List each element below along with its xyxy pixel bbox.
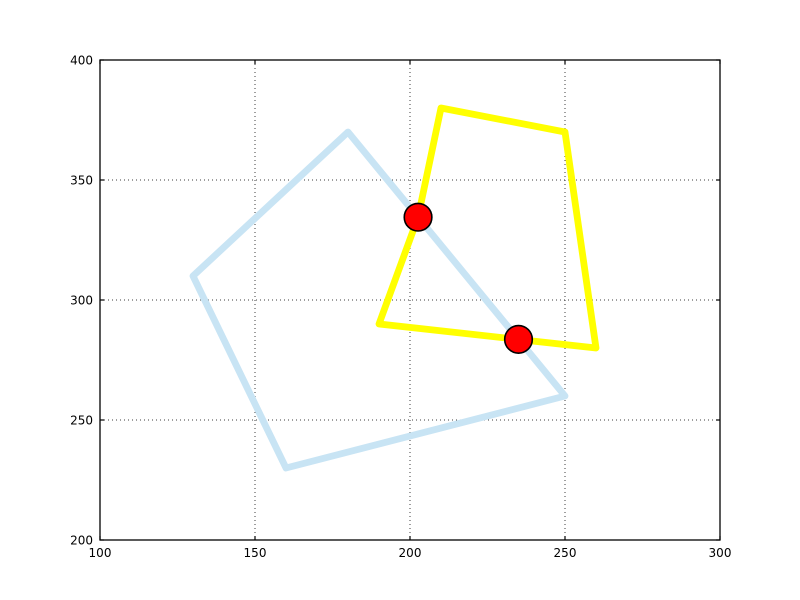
- x-tick-label-250: 250: [554, 546, 577, 560]
- x-tick-label-100: 100: [89, 546, 112, 560]
- yellow-polygon: [375, 104, 600, 352]
- y-tick-label-250: 250: [70, 414, 93, 428]
- intersection-point-2: [503, 324, 534, 354]
- x-tick-label-150: 150: [244, 546, 267, 560]
- intersection-point-1: [403, 202, 433, 232]
- light-blue-polygon: [189, 128, 569, 472]
- x-tick-label-300: 300: [709, 546, 732, 560]
- y-tick-label-400: 400: [70, 54, 93, 68]
- y-tick-label-300: 300: [70, 294, 93, 308]
- x-tick-label-200: 200: [399, 546, 422, 560]
- y-tick-label-350: 350: [70, 174, 93, 188]
- y-tick-label-200: 200: [70, 534, 93, 548]
